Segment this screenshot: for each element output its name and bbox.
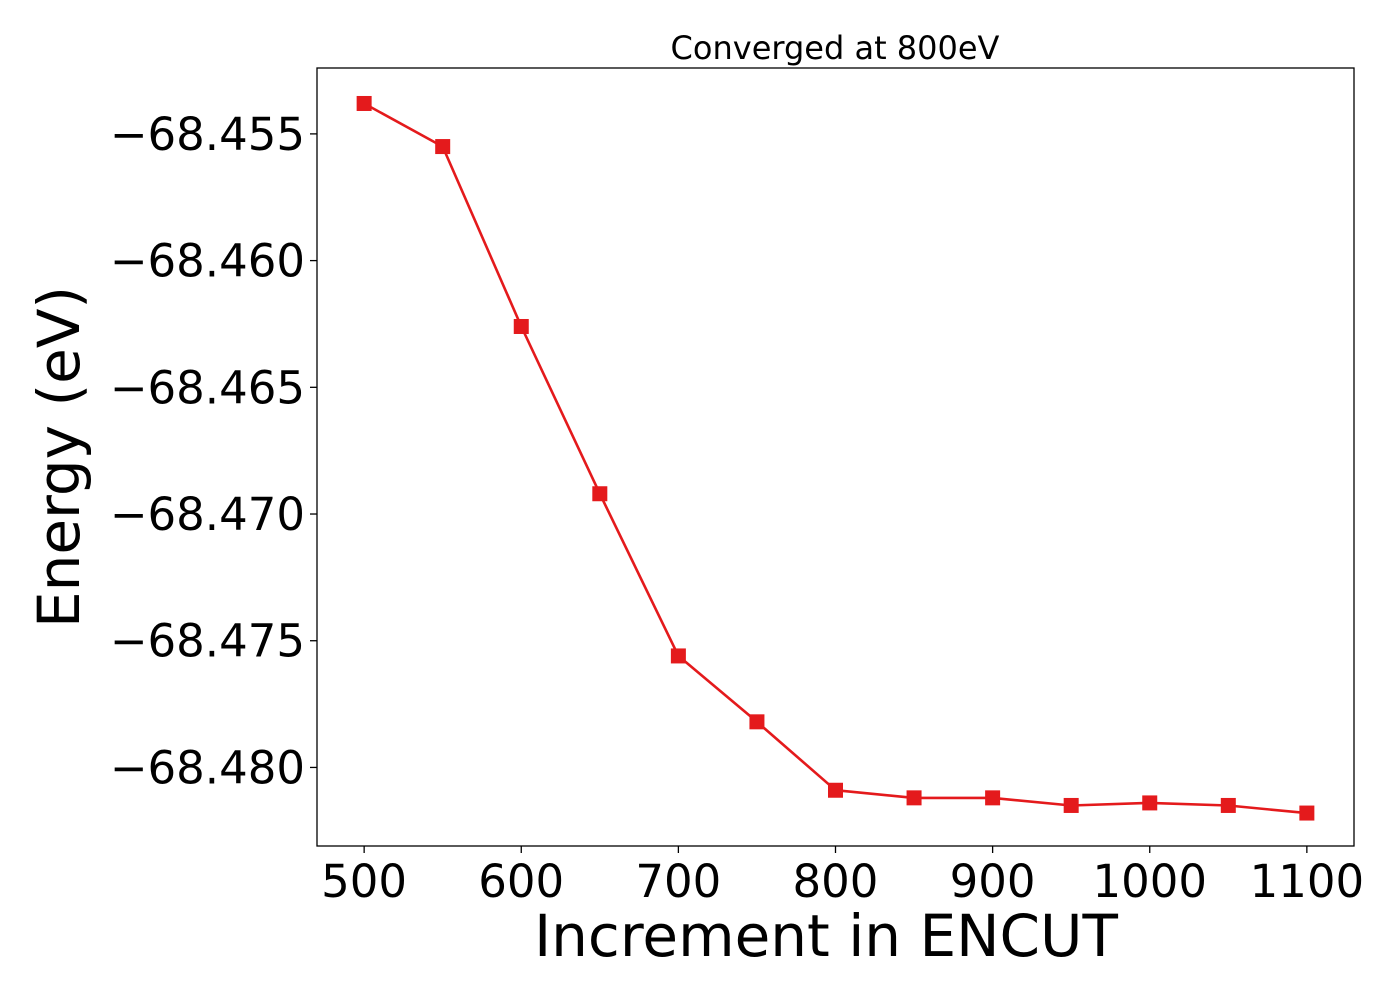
plot-frame xyxy=(316,67,1355,847)
x-axis-label: Increment in ENCUT xyxy=(534,902,1118,970)
y-tick-label: −68.470 xyxy=(110,488,305,541)
data-point xyxy=(749,714,765,730)
x-tick-label: 500 xyxy=(321,855,407,908)
y-tick-label: −68.465 xyxy=(110,361,305,414)
data-point xyxy=(985,790,1001,806)
data-point xyxy=(513,318,529,334)
x-tick-label: 800 xyxy=(793,855,879,908)
data-point xyxy=(828,782,843,798)
y-tick-label: −68.455 xyxy=(110,108,305,161)
data-point xyxy=(592,486,608,502)
y-tick-label: −68.460 xyxy=(110,235,305,288)
chart-title: Converged at 800eV xyxy=(671,29,1000,67)
y-tick-label: −68.480 xyxy=(110,741,305,794)
data-point xyxy=(435,139,451,155)
data-point xyxy=(670,648,686,664)
x-tick-label: 1100 xyxy=(1250,855,1365,908)
y-tick-label: −68.475 xyxy=(110,615,305,668)
data-point xyxy=(1142,795,1158,811)
x-tick-label: 700 xyxy=(635,855,721,908)
data-point xyxy=(1299,805,1315,821)
x-tick-label: 600 xyxy=(478,855,564,908)
data-point xyxy=(1063,797,1079,813)
series-line xyxy=(363,102,1308,815)
data-point xyxy=(1220,797,1236,813)
x-tick-label: 1000 xyxy=(1092,855,1207,908)
plot-area: 500 600 700 800 900 1000 1100 −68.455 −68.460 −68… xyxy=(110,67,1365,908)
y-axis-label: Energy (eV) xyxy=(25,286,93,628)
data-point xyxy=(906,790,922,806)
data-point xyxy=(356,95,372,111)
x-tick-label: 900 xyxy=(950,855,1036,908)
